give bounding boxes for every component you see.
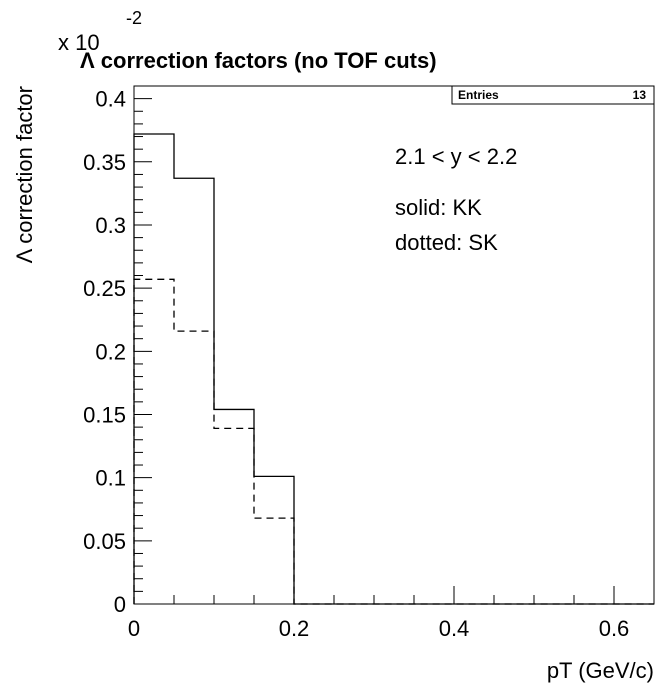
axis-ticks bbox=[133, 85, 655, 605]
annotation-dotted-sk: dotted: SK bbox=[395, 230, 498, 255]
y-tick-label: 0.15 bbox=[83, 402, 126, 427]
stats-entries-label: Entries bbox=[458, 88, 499, 102]
y-tick-label: 0.4 bbox=[95, 87, 126, 112]
stats-entries-value: 13 bbox=[633, 88, 647, 102]
x-tick-label: 0.2 bbox=[279, 616, 310, 641]
plot-frame bbox=[133, 85, 655, 605]
annotation-solid-kk: solid: KK bbox=[395, 195, 482, 220]
histogram-series bbox=[133, 133, 654, 605]
y-tick-label: 0.2 bbox=[95, 339, 126, 364]
y-tick-label: 0 bbox=[114, 592, 126, 617]
stats-box: Entries 13 bbox=[451, 85, 655, 105]
x-axis-label: pT (GeV/c) bbox=[547, 658, 654, 683]
y-multiplier-label: x 10 bbox=[58, 30, 100, 55]
annotation-rapidity-range: 2.1 < y < 2.2 bbox=[395, 144, 517, 169]
x-tick-label: 0 bbox=[128, 616, 140, 641]
y-tick-label: 0.3 bbox=[95, 213, 126, 238]
y-tick-label: 0.25 bbox=[83, 276, 126, 301]
y-multiplier-exponent: -2 bbox=[126, 8, 142, 28]
x-tick-label: 0.6 bbox=[599, 616, 630, 641]
axis-tick-labels: 0 0.05 0.1 0.15 0.2 0.25 0.3 0.35 0.4 0 0.2 0.4 0.6 bbox=[83, 87, 629, 641]
x-tick-label: 0.4 bbox=[439, 616, 470, 641]
series-dashed-sk bbox=[133, 278, 654, 605]
chart-title: Λ correction factors (no TOF cuts) bbox=[80, 48, 437, 73]
y-tick-label: 0.05 bbox=[83, 529, 126, 554]
y-tick-label: 0.1 bbox=[95, 466, 126, 491]
series-solid-kk bbox=[133, 133, 654, 605]
y-tick-label: 0.35 bbox=[83, 150, 126, 175]
y-axis-label: Λ correction factor bbox=[12, 86, 37, 263]
